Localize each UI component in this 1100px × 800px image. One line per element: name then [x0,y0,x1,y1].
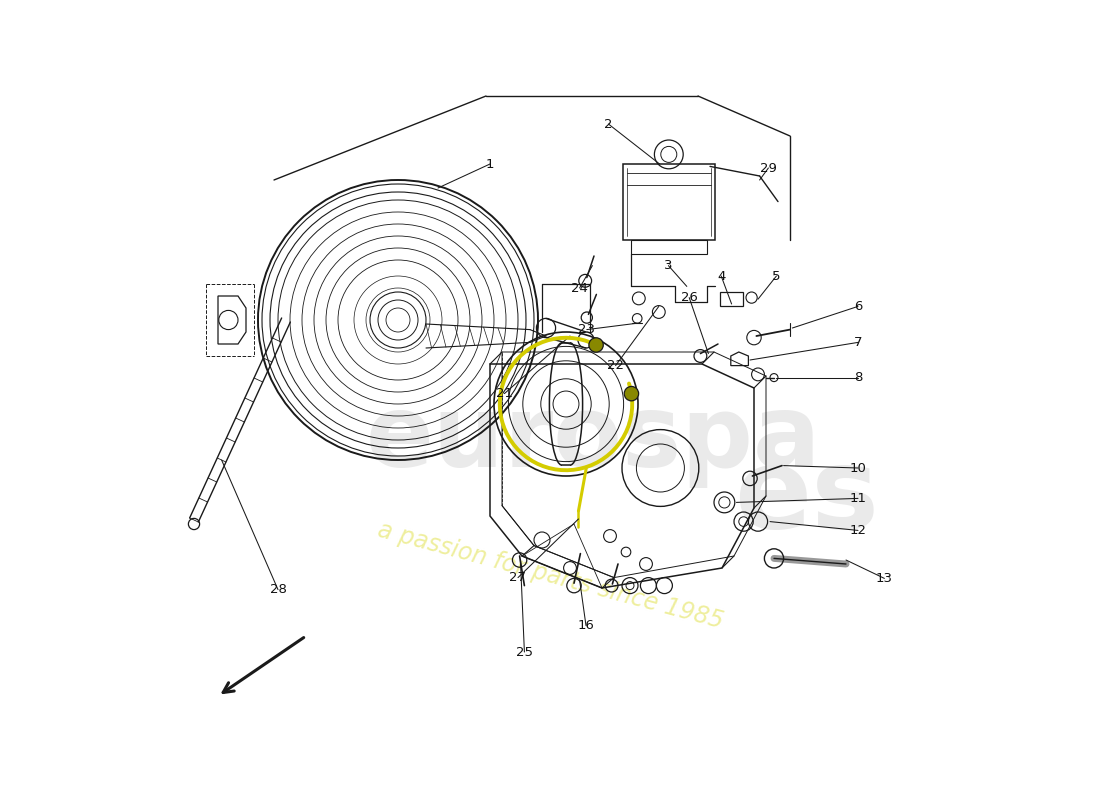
Text: 4: 4 [717,270,725,282]
Bar [720,292,742,306]
Text: 1: 1 [486,158,494,170]
Text: 10: 10 [849,462,867,474]
Text: a passion for parts since 1985: a passion for parts since 1985 [374,518,726,634]
Text: 3: 3 [664,259,672,272]
Text: 11: 11 [849,492,867,505]
Text: 12: 12 [849,524,867,537]
Circle shape [624,386,639,401]
Text: 6: 6 [854,300,862,313]
Text: 7: 7 [854,336,862,349]
Text: 29: 29 [760,162,777,174]
Text: 13: 13 [876,572,893,585]
Text: 28: 28 [270,583,286,596]
Text: es: es [734,441,879,551]
Text: 8: 8 [854,371,862,384]
Text: 5: 5 [772,270,781,282]
Text: 2: 2 [604,118,613,130]
Text: 16: 16 [578,619,594,632]
Text: 26: 26 [681,291,697,304]
Bar [630,240,707,254]
Bar [623,164,715,240]
Text: 21: 21 [496,387,513,400]
Text: 24: 24 [571,282,588,294]
Text: 27: 27 [509,571,527,584]
Text: 22: 22 [607,359,624,372]
Circle shape [588,338,603,352]
Text: 25: 25 [516,646,532,658]
Text: 23: 23 [579,323,595,336]
Text: eurospa: eurospa [366,391,822,489]
